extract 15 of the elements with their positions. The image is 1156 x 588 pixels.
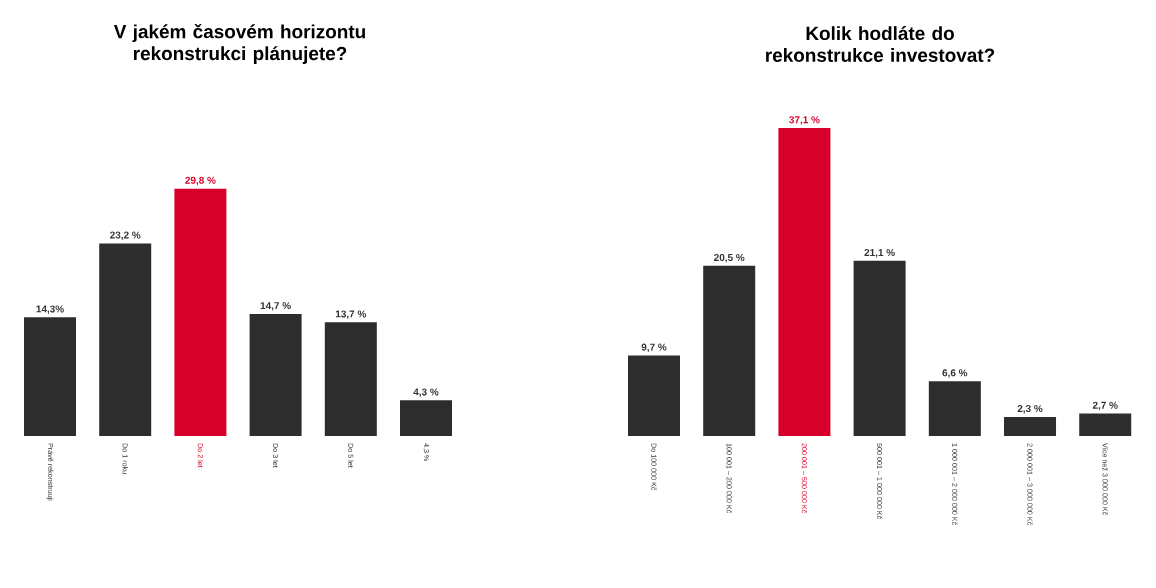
chart-title: V jakém časovém horizontu rekonstrukci plánujete? bbox=[113, 24, 365, 64]
bar bbox=[24, 317, 76, 436]
bar bbox=[928, 381, 981, 436]
bar bbox=[174, 188, 227, 436]
bar bbox=[400, 400, 453, 436]
bar bbox=[1079, 413, 1132, 436]
bar bbox=[703, 265, 756, 436]
bar bbox=[99, 243, 152, 436]
bar bbox=[853, 260, 906, 436]
bar bbox=[778, 128, 831, 436]
bar bbox=[249, 313, 302, 436]
bar bbox=[1004, 416, 1057, 436]
bar bbox=[628, 355, 681, 436]
chart-title: Kolik hodláte do rekonstrukce investovat? bbox=[766, 26, 995, 62]
bar bbox=[324, 322, 377, 436]
